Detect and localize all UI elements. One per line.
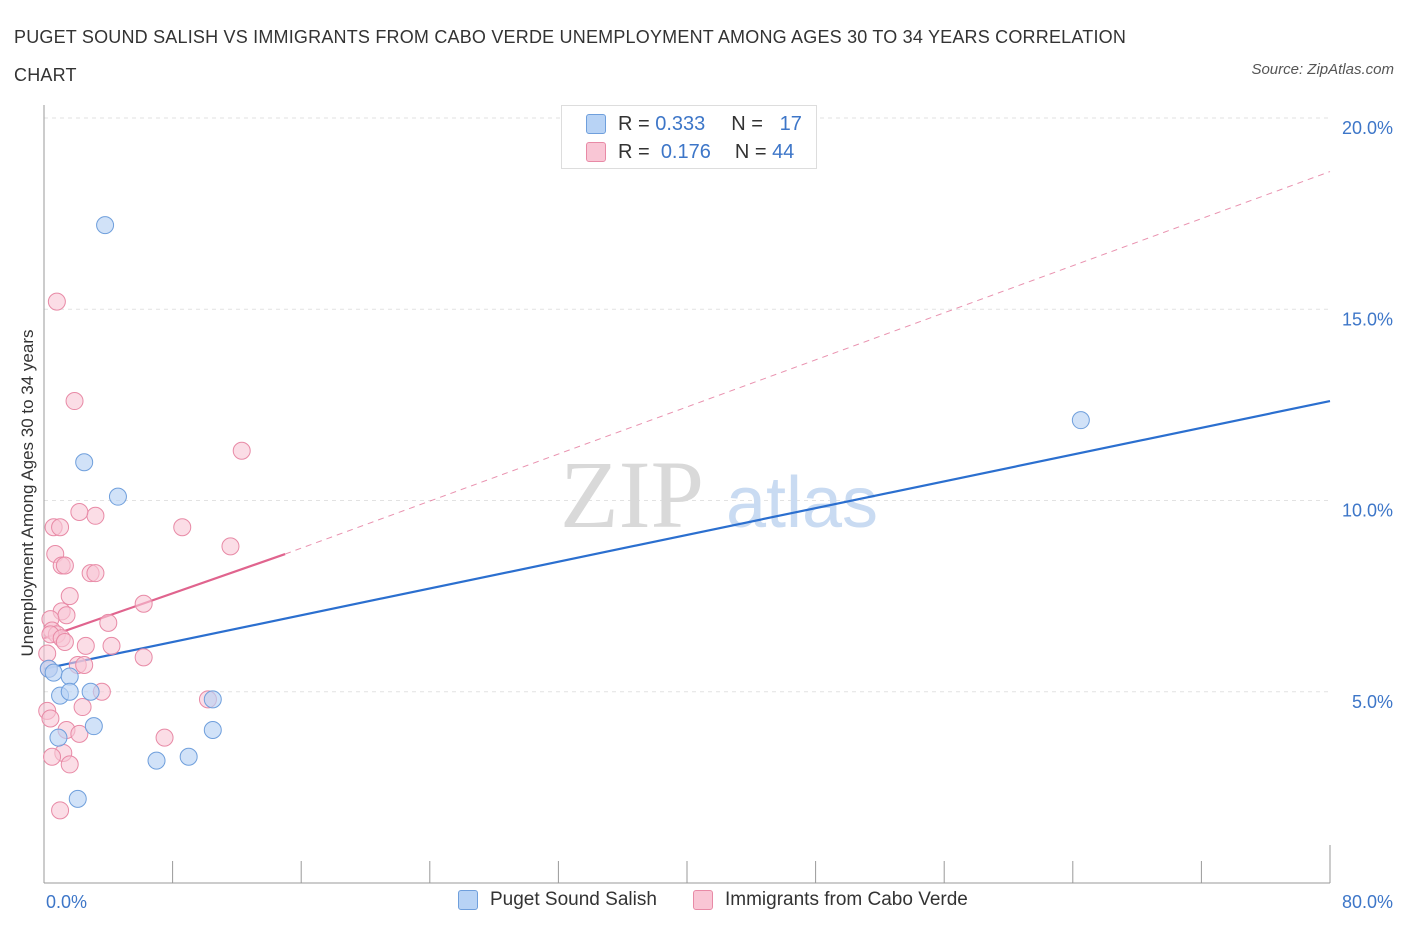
gridlines <box>44 117 1330 693</box>
point-puget <box>96 216 115 235</box>
point-cabo-verde <box>75 655 94 674</box>
y-tick-label: 20.0% <box>1342 118 1393 138</box>
source-label: Source: ZipAtlas.com <box>1251 61 1394 78</box>
x-tick-label-min: 0.0% <box>46 892 87 912</box>
stats-legend: R = 0.333 N = 17 R = 0.176 N = 44 <box>561 105 817 169</box>
watermark-atlas: atlas <box>726 463 878 543</box>
watermark: ZIP atlas <box>560 441 878 548</box>
legend-n-value: 44 <box>772 140 795 163</box>
bottom-legend-swatch-pink <box>693 890 713 910</box>
point-cabo-verde <box>155 728 174 747</box>
point-puget <box>147 751 166 770</box>
legend-n-label: N = <box>734 140 767 163</box>
point-cabo-verde <box>57 606 76 625</box>
point-cabo-verde <box>99 613 118 632</box>
bottom-legend-swatch-blue <box>458 890 478 910</box>
point-cabo-verde <box>55 633 74 652</box>
point-cabo-verde <box>134 648 153 667</box>
point-puget <box>75 453 94 472</box>
legend-r-label: R = <box>618 112 650 135</box>
y-axis-label: Unemployment Among Ages 30 to 34 years <box>18 329 37 657</box>
legend-r-value: 0.176 <box>660 140 711 163</box>
bottom-legend-label: Puget Sound Salish <box>490 889 657 910</box>
point-puget <box>1071 411 1090 430</box>
point-puget <box>44 663 63 682</box>
point-cabo-verde <box>232 441 251 460</box>
y-tick-label: 15.0% <box>1342 309 1393 329</box>
point-cabo-verde <box>70 502 89 521</box>
x-tick-label-max: 80.0% <box>1342 892 1393 912</box>
point-cabo-verde <box>51 801 70 820</box>
y-tick-label: 5.0% <box>1352 692 1393 712</box>
point-cabo-verde <box>76 636 95 655</box>
legend-row-puget: R = 0.333 N = 17 <box>586 111 802 137</box>
point-puget <box>60 682 79 701</box>
axes <box>43 105 1331 884</box>
point-cabo-verde <box>38 644 57 663</box>
legend-n-value: 17 <box>779 112 802 135</box>
point-cabo-verde <box>43 747 62 766</box>
point-puget <box>81 682 100 701</box>
bottom-legend-cabo-verde: Immigrants from Cabo Verde <box>693 889 968 911</box>
y-tick-label: 10.0% <box>1342 501 1393 521</box>
point-cabo-verde <box>86 506 105 525</box>
legend-swatch-blue <box>586 114 606 134</box>
point-puget <box>68 789 87 808</box>
point-puget <box>49 728 68 747</box>
point-cabo-verde <box>60 587 79 606</box>
point-cabo-verde <box>55 556 74 575</box>
trend-lines <box>43 171 1331 670</box>
trend-line-puget <box>43 399 1331 670</box>
point-cabo-verde <box>134 594 153 613</box>
bottom-legend-label: Immigrants from Cabo Verde <box>725 889 968 910</box>
point-cabo-verde <box>47 292 66 311</box>
point-puget <box>84 717 103 736</box>
point-cabo-verde <box>173 518 192 537</box>
point-cabo-verde <box>70 724 89 743</box>
point-cabo-verde <box>221 537 240 556</box>
point-puget <box>108 487 127 506</box>
point-puget <box>203 690 222 709</box>
trend-line-cabo-verde <box>43 553 286 640</box>
legend-row-cabo-verde: R = 0.176 N = 44 <box>586 139 794 165</box>
point-puget <box>60 667 79 686</box>
bottom-legend-puget: Puget Sound Salish <box>458 889 657 911</box>
legend-n-label: N = <box>731 112 763 135</box>
point-cabo-verde <box>86 564 105 583</box>
point-puget <box>203 721 222 739</box>
point-cabo-verde <box>51 518 70 537</box>
point-cabo-verde <box>41 709 60 728</box>
legend-r-value: 0.333 <box>655 112 706 135</box>
point-cabo-verde <box>73 698 92 717</box>
legend-swatch-pink <box>586 142 606 162</box>
data-points <box>38 216 1090 820</box>
point-puget <box>179 747 198 766</box>
watermark-zip: ZIP <box>560 441 704 548</box>
legend-r-label: R = <box>618 140 650 163</box>
trend-line-cabo-verde-extension <box>284 171 1331 555</box>
point-cabo-verde <box>102 636 121 655</box>
chart-title: PUGET SOUND SALISH VS IMMIGRANTS FROM CA… <box>14 27 1127 85</box>
point-cabo-verde <box>65 392 84 411</box>
tick-labels: 5.0% 10.0% 15.0% 20.0% 0.0% 80.0% <box>46 118 1393 912</box>
point-cabo-verde <box>60 755 79 774</box>
